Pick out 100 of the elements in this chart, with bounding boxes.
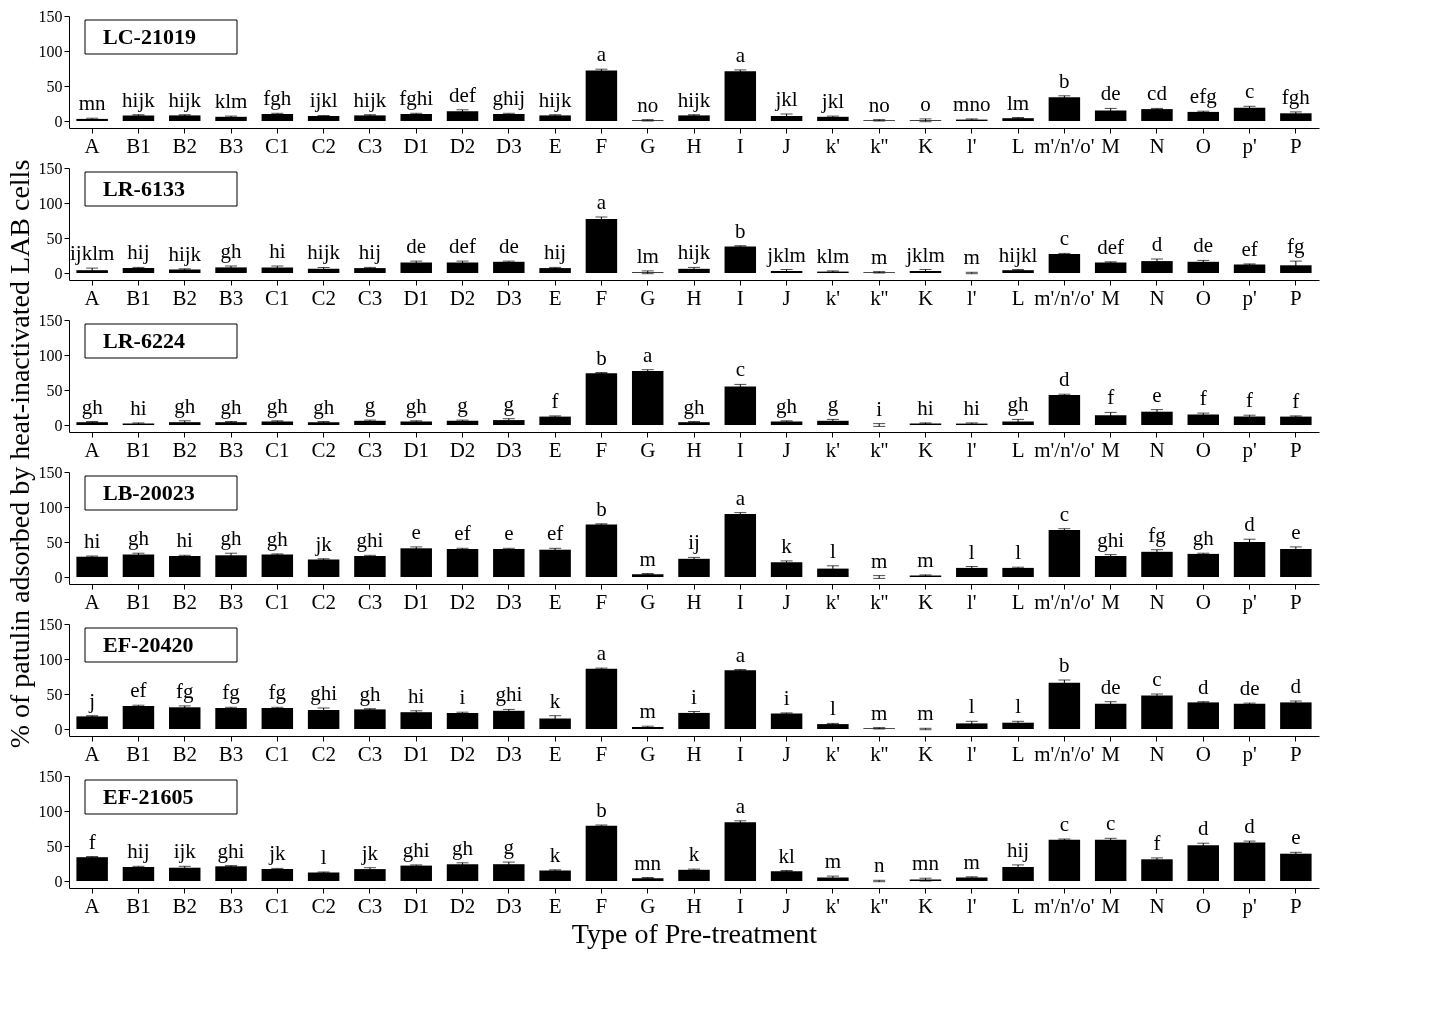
bar (770, 871, 803, 881)
data-label: mno (953, 91, 991, 116)
bar (215, 267, 247, 273)
data-label: l (829, 538, 836, 563)
x-tick-label: H (686, 133, 702, 158)
bar (354, 556, 386, 577)
bar (307, 116, 340, 121)
x-tick-label: C3 (357, 437, 383, 462)
data-label: b (1059, 653, 1070, 677)
x-tick-label: D3 (495, 133, 522, 158)
data-label: c (1059, 501, 1070, 526)
x-tick-label: C1 (265, 437, 290, 462)
bar (169, 707, 201, 729)
x-tick-label: P (1290, 741, 1302, 766)
bar (215, 422, 247, 425)
x-tick-label: k'' (870, 741, 889, 766)
x-tick-label: L (1011, 741, 1025, 766)
x-tick-label: I (736, 133, 744, 158)
data-label: a (735, 42, 746, 67)
data-label: f (88, 829, 96, 854)
bar (1187, 553, 1219, 577)
data-label: d (1198, 674, 1210, 699)
bar (539, 870, 571, 881)
x-tick-label: K (917, 285, 934, 310)
x-tick-label: p' (1242, 741, 1257, 766)
data-label: lm (1006, 90, 1030, 115)
x-tick-label: k' (825, 437, 841, 462)
x-tick-label: F (595, 133, 608, 158)
bar (1141, 695, 1173, 729)
y-tick-label: 100 (38, 194, 63, 212)
x-tick-label: J (782, 437, 791, 462)
data-label: de (1239, 676, 1260, 701)
y-tick-label: 50 (46, 381, 63, 399)
data-label: fg (1287, 234, 1306, 259)
bar (307, 559, 340, 577)
x-tick-label: p' (1242, 893, 1257, 918)
y-tick-label: 150 (38, 311, 63, 329)
x-tick-label: C2 (311, 133, 336, 158)
x-tick-label: B3 (218, 437, 244, 462)
x-tick-label: O (1195, 741, 1211, 766)
data-label: no (637, 92, 659, 117)
data-label: de (1193, 233, 1214, 258)
x-tick-label: k'' (870, 285, 889, 310)
data-label: m (917, 547, 934, 572)
x-axis-title: Type of Pre-treatment (571, 917, 818, 949)
data-label: hi (408, 683, 425, 708)
x-tick-label: O (1195, 589, 1211, 614)
x-tick-label: l' (966, 893, 977, 918)
data-label: jk (268, 841, 286, 866)
bar (724, 822, 757, 881)
data-label: l (968, 539, 975, 564)
data-label: ghij (492, 86, 526, 111)
x-tick-label: B3 (218, 893, 244, 918)
bar (724, 246, 757, 273)
bar (354, 869, 386, 881)
y-tick-label: 0 (54, 264, 63, 282)
bar (539, 115, 571, 121)
bar (1187, 702, 1219, 729)
bar (307, 422, 340, 425)
x-tick-label: P (1290, 285, 1302, 310)
data-label: hij (127, 839, 150, 864)
data-label: ij (688, 530, 700, 555)
x-tick-label: B1 (126, 741, 151, 766)
bar (1048, 254, 1081, 273)
data-label: fgh (263, 86, 292, 111)
bar (354, 268, 386, 273)
bar (1141, 859, 1173, 881)
y-tick-label: 50 (46, 685, 63, 703)
x-tick-label: m'/n'/o' (1034, 437, 1095, 462)
bar (1048, 530, 1081, 577)
bar (261, 708, 294, 729)
data-label: gh (81, 394, 104, 419)
data-label: n (873, 853, 885, 878)
bar (724, 514, 757, 577)
bar (956, 567, 988, 577)
x-tick-label: F (595, 437, 608, 462)
x-tick-label: G (640, 741, 656, 766)
data-label: gh (174, 393, 196, 418)
y-tick-label: 50 (46, 533, 63, 551)
data-label: d (1244, 512, 1256, 537)
x-tick-label: m'/n'/o' (1034, 893, 1095, 918)
chart-title: EF-21605 (103, 784, 194, 809)
data-label: hij (127, 240, 150, 265)
data-label: g (827, 392, 839, 417)
bar (1233, 703, 1266, 729)
data-label: ghi (217, 838, 245, 863)
data-label: d (1151, 232, 1163, 256)
x-tick-label: D2 (449, 741, 476, 766)
data-label: a (735, 485, 746, 510)
x-tick-label: M (1101, 893, 1121, 918)
bar (446, 111, 479, 121)
x-tick-label: C2 (311, 285, 336, 310)
bar (678, 115, 710, 121)
x-tick-label: I (736, 741, 744, 766)
bar (631, 371, 664, 425)
x-tick-label: B1 (126, 285, 151, 310)
x-tick-label: M (1101, 437, 1121, 462)
data-label: fgh (1281, 84, 1311, 109)
bar (1002, 722, 1034, 729)
data-label: gh (452, 835, 474, 860)
